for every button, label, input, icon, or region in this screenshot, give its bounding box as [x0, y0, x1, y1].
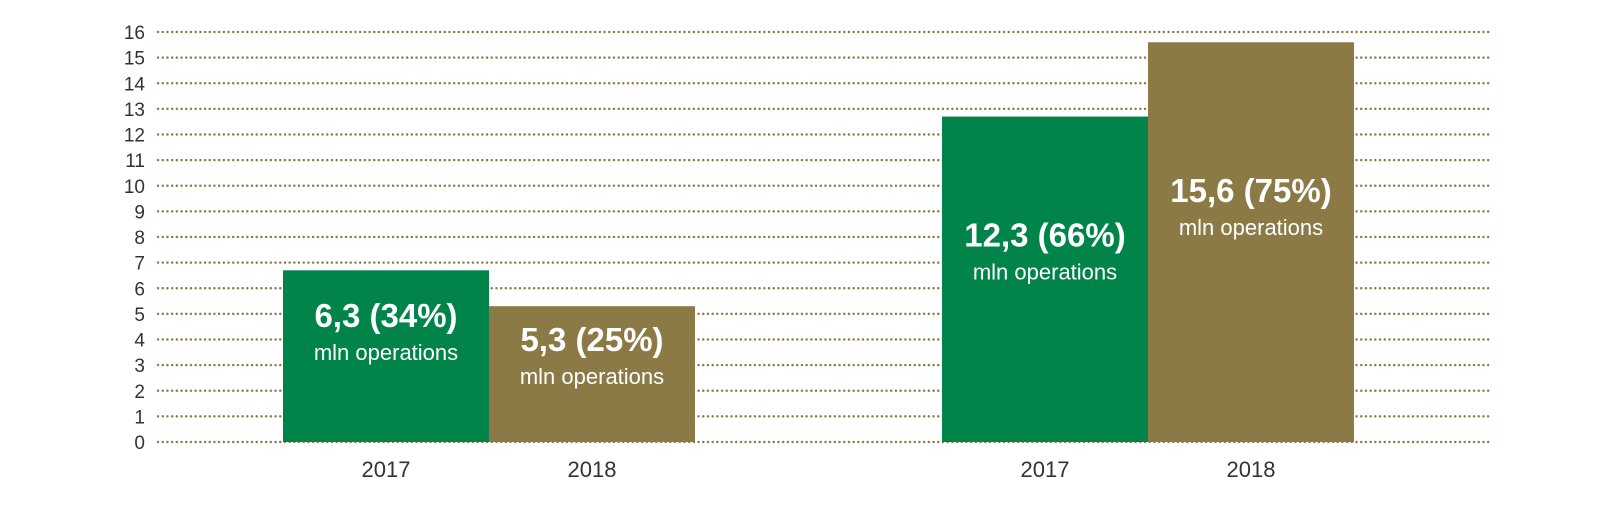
y-tick-label: 15 — [124, 49, 145, 70]
x-axis-label: 2017 — [362, 457, 411, 482]
bar-2017-group-2 — [942, 116, 1148, 442]
y-tick-label: 8 — [134, 228, 145, 249]
bar-value-label: 6,3 (34%) — [314, 297, 457, 334]
bar-2018-group-1 — [489, 306, 695, 442]
y-tick-label: 6 — [134, 279, 145, 300]
bar-unit-label: mln operations — [1179, 215, 1323, 240]
y-tick-label: 10 — [124, 177, 145, 198]
y-tick-label: 16 — [124, 23, 145, 44]
bar-labels: 6,3 (34%) mln operations 5,3 (25%) mln oper… — [314, 172, 1332, 389]
x-axis-labels: 2017 2018 2017 2018 — [362, 457, 1276, 482]
y-tick-label: 11 — [125, 151, 145, 172]
bar-unit-label: mln operations — [973, 260, 1117, 285]
y-tick-label: 7 — [134, 254, 145, 275]
bar-unit-label: mln operations — [520, 364, 664, 389]
y-tick-label: 12 — [124, 126, 145, 147]
bar-value-label: 15,6 (75%) — [1170, 172, 1331, 209]
x-axis-label: 2017 — [1021, 457, 1070, 482]
y-tick-label: 5 — [134, 305, 145, 326]
bars — [283, 42, 1354, 442]
y-tick-label: 14 — [124, 74, 146, 95]
y-tick-label: 1 — [134, 407, 145, 428]
bar-2018-group-2 — [1148, 42, 1354, 442]
y-tick-label: 13 — [124, 100, 145, 121]
bar-2017-group-1 — [283, 270, 489, 442]
x-axis-label: 2018 — [1227, 457, 1276, 482]
y-tick-label: 3 — [134, 356, 145, 377]
bar-value-label: 12,3 (66%) — [964, 217, 1125, 254]
bar-unit-label: mln operations — [314, 340, 458, 365]
x-axis-label: 2018 — [568, 457, 617, 482]
y-tick-label: 4 — [134, 331, 145, 352]
bar-value-label: 5,3 (25%) — [520, 321, 663, 358]
y-tick-label: 0 — [134, 433, 145, 454]
y-tick-label: 9 — [134, 202, 145, 223]
y-tick-label: 2 — [134, 382, 145, 403]
